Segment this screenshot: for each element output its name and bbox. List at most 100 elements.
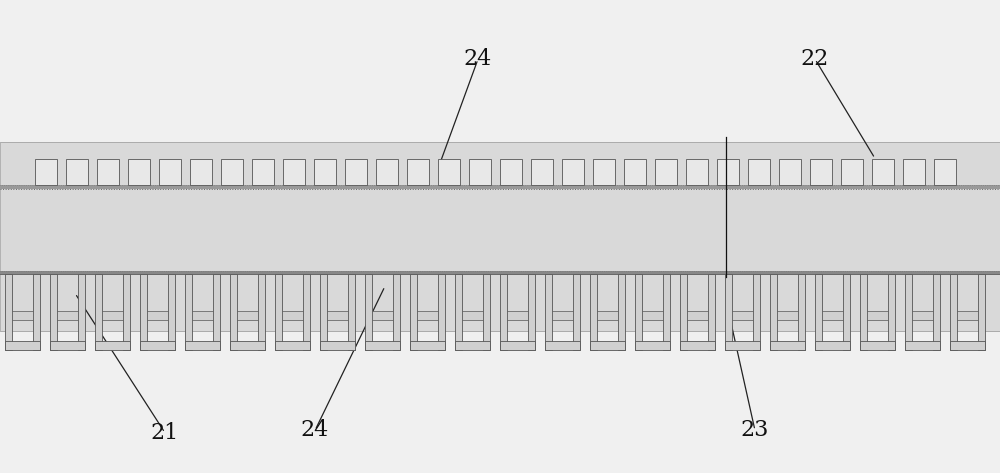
Bar <box>867 311 888 320</box>
Bar <box>168 274 175 350</box>
Bar <box>934 159 956 185</box>
Bar <box>0 185 1000 189</box>
Bar <box>957 311 978 320</box>
Bar <box>708 274 715 350</box>
Bar <box>0 271 1000 274</box>
Bar <box>635 341 670 350</box>
Bar <box>624 159 646 185</box>
Bar <box>888 274 895 350</box>
Bar <box>618 274 625 350</box>
Bar <box>102 311 123 320</box>
Bar <box>50 274 57 350</box>
Bar <box>95 341 130 350</box>
Bar <box>573 274 580 350</box>
Bar <box>455 341 490 350</box>
Bar <box>950 274 957 350</box>
Bar <box>190 159 212 185</box>
Bar <box>237 311 258 320</box>
Bar <box>303 274 310 350</box>
Bar <box>283 159 305 185</box>
Bar <box>230 274 237 350</box>
Bar <box>843 274 850 350</box>
Bar <box>376 159 398 185</box>
Bar <box>687 311 708 320</box>
Bar <box>545 341 580 350</box>
Bar <box>933 274 940 350</box>
Bar <box>860 274 867 350</box>
Bar <box>365 341 400 350</box>
Bar <box>841 159 863 185</box>
Bar <box>185 274 192 350</box>
Bar <box>593 159 615 185</box>
Text: 21: 21 <box>151 422 179 444</box>
Text: 22: 22 <box>801 48 829 70</box>
Bar <box>66 159 88 185</box>
Bar <box>822 311 843 320</box>
Bar <box>345 159 367 185</box>
Bar <box>717 159 739 185</box>
Bar <box>314 159 336 185</box>
Bar <box>275 341 310 350</box>
Bar <box>462 311 483 320</box>
Bar <box>770 341 805 350</box>
Bar <box>140 274 147 350</box>
Bar <box>912 311 933 320</box>
Bar <box>365 274 372 350</box>
Bar <box>905 274 912 350</box>
Bar <box>410 341 445 350</box>
Bar <box>348 274 355 350</box>
Bar <box>531 159 553 185</box>
Bar <box>372 311 393 320</box>
Bar <box>252 159 274 185</box>
Bar <box>590 274 597 350</box>
Bar <box>320 274 327 350</box>
Bar <box>686 159 708 185</box>
Bar <box>0 142 1000 331</box>
Bar <box>635 274 642 350</box>
Bar <box>663 274 670 350</box>
Bar <box>438 274 445 350</box>
Text: 24: 24 <box>464 48 492 70</box>
Bar <box>230 341 265 350</box>
Bar <box>455 274 462 350</box>
Bar <box>860 341 895 350</box>
Bar <box>192 311 213 320</box>
Bar <box>753 274 760 350</box>
Bar <box>815 341 850 350</box>
Bar <box>770 274 777 350</box>
Bar <box>438 159 460 185</box>
Bar <box>680 341 715 350</box>
Bar <box>562 159 584 185</box>
Bar <box>410 274 417 350</box>
Bar <box>95 274 102 350</box>
Bar <box>33 274 40 350</box>
Bar <box>552 311 573 320</box>
Bar <box>327 311 348 320</box>
Bar <box>597 311 618 320</box>
Bar <box>725 341 760 350</box>
Bar <box>57 311 78 320</box>
Bar <box>5 341 40 350</box>
Bar <box>185 341 220 350</box>
Bar <box>590 341 625 350</box>
Bar <box>221 159 243 185</box>
Text: 24: 24 <box>301 420 329 441</box>
Bar <box>407 159 429 185</box>
Bar <box>159 159 181 185</box>
Bar <box>258 274 265 350</box>
Bar <box>97 159 119 185</box>
Bar <box>320 341 355 350</box>
Bar <box>810 159 832 185</box>
Bar <box>950 341 985 350</box>
Bar <box>500 274 507 350</box>
Bar <box>128 159 150 185</box>
Bar <box>483 274 490 350</box>
Bar <box>213 274 220 350</box>
Bar <box>417 311 438 320</box>
Bar <box>725 274 732 350</box>
Bar <box>123 274 130 350</box>
Bar <box>78 274 85 350</box>
Bar <box>545 274 552 350</box>
Bar <box>35 159 57 185</box>
Bar <box>147 311 168 320</box>
